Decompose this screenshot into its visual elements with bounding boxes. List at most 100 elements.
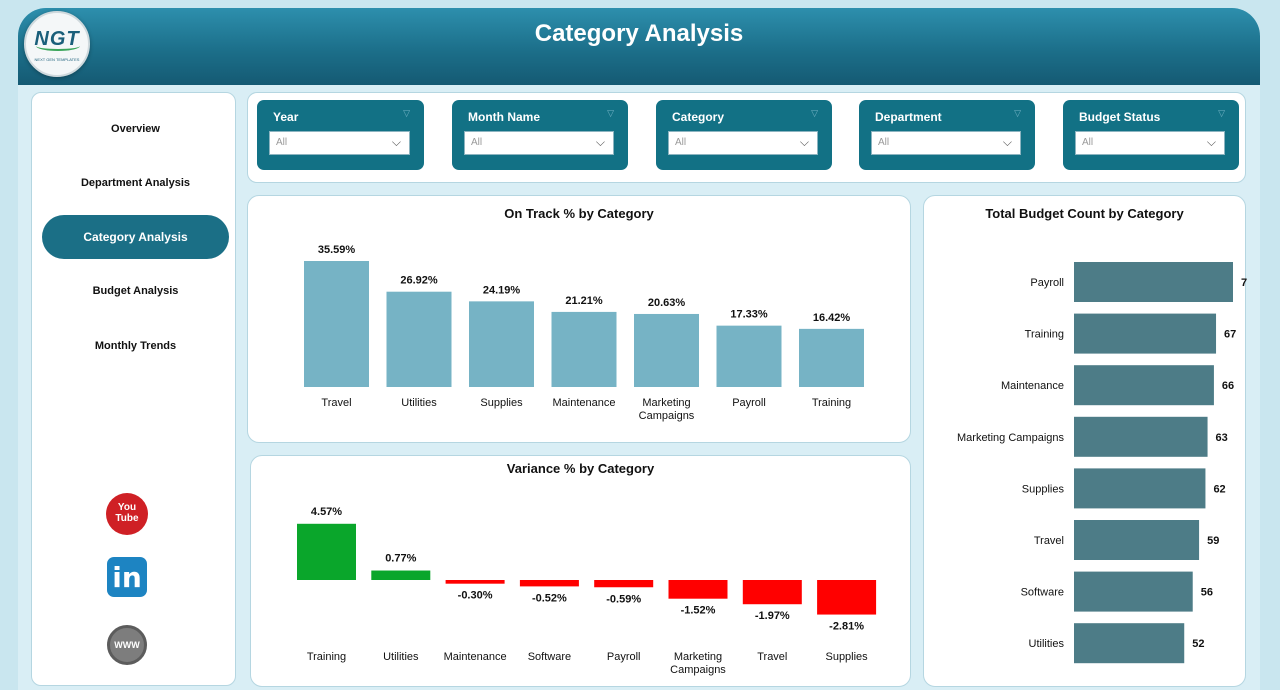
ontrack-chart: 35.59% Travel 26.92% Utilities 24.19% Supplie… xyxy=(304,244,864,422)
chevron-down-icon: ⌵ xyxy=(1002,135,1012,149)
variance-data-label: -0.59% xyxy=(606,593,641,605)
variance-category-label: Utilities xyxy=(383,651,419,663)
ontrack-data-label: 21.21% xyxy=(565,295,603,307)
budget-category-label: Supplies xyxy=(1022,483,1065,495)
logo-subtext: NEXT GEN TEMPLATES xyxy=(34,57,80,62)
variance-category-label: Campaigns xyxy=(670,664,726,676)
variance-data-label: -1.52% xyxy=(681,605,716,617)
budget-data-label: 66 xyxy=(1222,380,1234,392)
chevron-down-icon: ⌵ xyxy=(391,135,401,149)
youtube-icon[interactable]: You Tube xyxy=(106,493,148,535)
ontrack-category-label: Travel xyxy=(321,397,351,409)
slicer-year-value: All xyxy=(276,137,288,148)
ontrack-category-label: Training xyxy=(812,397,851,409)
slicer-month-dropdown[interactable]: All ⌵ xyxy=(464,131,614,155)
variance-data-label: -0.52% xyxy=(532,592,567,604)
budget-data-label: 59 xyxy=(1207,535,1219,547)
budget-bar-maintenance[interactable] xyxy=(1074,365,1214,406)
ontrack-bar-supplies[interactable] xyxy=(469,301,534,387)
filter-bar: Year ▽ All ⌵ Month Name ▽ All ⌵ Category… xyxy=(247,92,1246,183)
budget-data-label: 63 xyxy=(1216,432,1228,444)
nav-overview[interactable]: Overview xyxy=(111,123,160,135)
ontrack-bar-utilities[interactable] xyxy=(386,291,452,387)
budget-category-label: Marketing Campaigns xyxy=(957,432,1064,444)
nav-monthly-trends[interactable]: Monthly Trends xyxy=(94,340,177,352)
slicer-year: Year ▽ All ⌵ xyxy=(257,100,424,170)
nav-category-analysis[interactable]: Category Analysis xyxy=(42,215,229,259)
ontrack-bar-travel[interactable] xyxy=(304,261,369,387)
budget-category-label: Payroll xyxy=(1030,277,1064,289)
chevron-down-icon: ▽ xyxy=(607,108,614,118)
slicer-category: Category ▽ All ⌵ xyxy=(656,100,832,170)
globe-icon-label: WWW xyxy=(114,640,140,650)
slicer-category-label: Category xyxy=(672,110,725,124)
logo-text: NGT xyxy=(34,28,80,50)
ontrack-bar-payroll[interactable] xyxy=(716,325,782,387)
ontrack-category-label: Maintenance xyxy=(553,397,616,409)
variance-bar-software[interactable] xyxy=(519,580,579,587)
variance-category-label: Payroll xyxy=(607,651,641,663)
ontrack-category-label: Utilities xyxy=(401,397,437,409)
slicer-category-value: All xyxy=(675,137,687,148)
globe-icon[interactable]: WWW xyxy=(107,625,147,665)
slicer-month-value: All xyxy=(471,137,483,148)
variance-data-label: 4.57% xyxy=(311,506,342,518)
slicer-budget-status-dropdown[interactable]: All ⌵ xyxy=(1075,131,1225,155)
budget-bar-software[interactable] xyxy=(1074,571,1193,612)
linkedin-icon[interactable]: in xyxy=(107,557,147,597)
variance-bar-travel[interactable] xyxy=(742,580,802,605)
variance-bar-maintenance[interactable] xyxy=(445,580,505,584)
logo: NGT NEXT GEN TEMPLATES xyxy=(24,11,90,77)
budget-bar-supplies[interactable] xyxy=(1074,468,1206,509)
budget-chart: Payroll 75 Training 67 Maintenance 66 Marketin… xyxy=(957,262,1247,664)
variance-data-label: -0.30% xyxy=(458,590,493,602)
chevron-down-icon: ⌵ xyxy=(799,135,809,149)
slicer-budget-status-value: All xyxy=(1082,137,1094,148)
budget-bar-travel[interactable] xyxy=(1074,520,1200,560)
variance-bar-utilities[interactable] xyxy=(371,570,431,580)
slicer-category-dropdown[interactable]: All ⌵ xyxy=(668,131,818,155)
slicer-budget-status: Budget Status ▽ All ⌵ xyxy=(1063,100,1239,170)
ontrack-data-label: 24.19% xyxy=(483,284,521,296)
ontrack-category-label: Supplies xyxy=(480,397,523,409)
variance-data-label: -1.97% xyxy=(755,610,790,622)
ontrack-chart-title: On Track % by Category xyxy=(504,206,654,221)
variance-bar-payroll[interactable] xyxy=(594,580,654,588)
budget-bar-payroll[interactable] xyxy=(1074,262,1233,302)
chevron-down-icon: ⌵ xyxy=(1206,135,1216,149)
slicer-year-dropdown[interactable]: All ⌵ xyxy=(269,131,410,155)
ontrack-bar-training[interactable] xyxy=(799,328,864,387)
ontrack-data-label: 26.92% xyxy=(400,275,438,287)
page-title: Category Analysis xyxy=(534,20,744,47)
ontrack-bar-marketing-campaigns[interactable] xyxy=(634,313,699,387)
slicer-month-label: Month Name xyxy=(468,110,540,124)
budget-bar-training[interactable] xyxy=(1074,313,1217,354)
budget-bar-marketing-campaigns[interactable] xyxy=(1074,416,1208,457)
variance-bar-training[interactable] xyxy=(297,523,356,580)
sidebar: Overview Department Analysis Category An… xyxy=(31,92,236,686)
nav-budget-analysis[interactable]: Budget Analysis xyxy=(92,285,179,297)
variance-chart: 4.57% Training 0.77% Utilities -0.30% Mainten… xyxy=(297,506,877,676)
variance-bar-supplies[interactable] xyxy=(817,580,877,615)
budget-category-label: Maintenance xyxy=(1001,380,1064,392)
budget-data-label: 62 xyxy=(1213,483,1225,495)
slicer-department-dropdown[interactable]: All ⌵ xyxy=(871,131,1021,155)
chevron-down-icon: ▽ xyxy=(1014,108,1021,118)
chevron-down-icon: ▽ xyxy=(1218,108,1225,118)
budget-category-label: Travel xyxy=(1034,535,1064,547)
budget-bar-utilities[interactable] xyxy=(1074,623,1185,664)
variance-bar-marketing-campaigns[interactable] xyxy=(668,580,728,599)
ontrack-chart-card: On Track % by Category 35.59% Travel 26.92… xyxy=(247,195,911,443)
slicer-month: Month Name ▽ All ⌵ xyxy=(452,100,628,170)
ontrack-data-label: 35.59% xyxy=(318,244,356,256)
ontrack-bar-maintenance[interactable] xyxy=(551,311,617,387)
youtube-icon-label: You Tube xyxy=(115,502,139,524)
slicer-department-value: All xyxy=(878,137,890,148)
app-frame: Category Analysis NGT NEXT GEN TEMPLATES… xyxy=(18,8,1260,690)
budget-chart-card: Total Budget Count by Category Payroll 75… xyxy=(923,195,1247,687)
slicer-budget-status-label: Budget Status xyxy=(1079,110,1161,124)
nav-department-analysis[interactable]: Department Analysis xyxy=(80,177,191,189)
budget-data-label: 67 xyxy=(1224,329,1236,341)
chevron-down-icon: ⌵ xyxy=(595,135,605,149)
budget-chart-title: Total Budget Count by Category xyxy=(985,206,1184,221)
